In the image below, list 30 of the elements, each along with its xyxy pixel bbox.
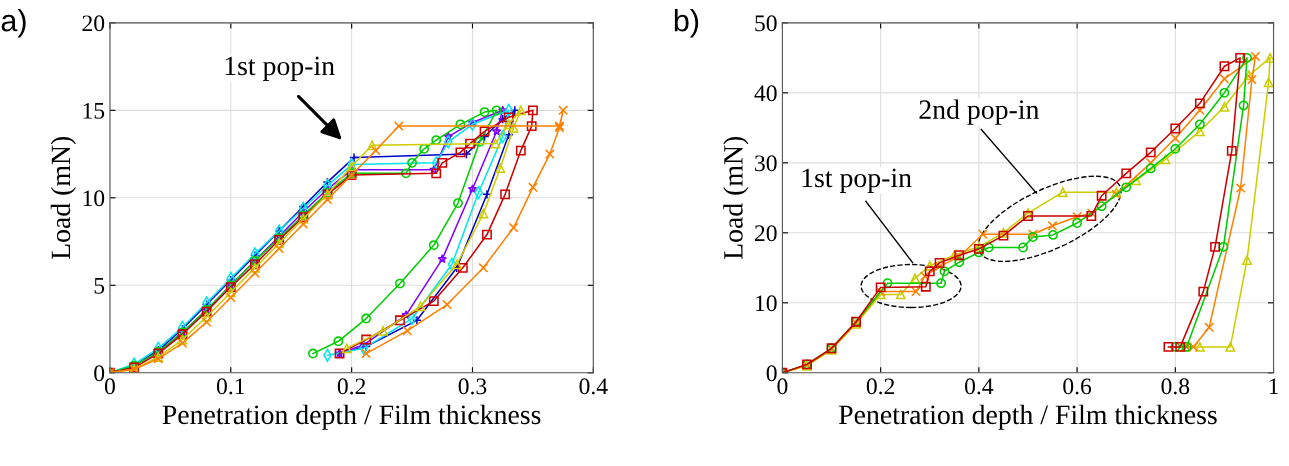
y-axis-title: Load (mN) — [723, 136, 749, 260]
chart-title: b) — [674, 9, 699, 38]
x-tick-label: 0.2 — [337, 378, 366, 395]
y-tick-label: 20 — [82, 15, 105, 32]
y-tick-label: 0 — [94, 365, 105, 382]
x-tick-label: 0.3 — [458, 378, 487, 395]
x-axis-title: Penetration depth / Film thickness — [838, 404, 1217, 430]
y-tick-label: 5 — [94, 278, 105, 294]
x-tick-label: 0.1 — [216, 378, 245, 395]
y-axis-title: Load (mN) — [50, 136, 76, 260]
y-tick-label: 40 — [754, 85, 777, 102]
y-tick-label: 10 — [756, 295, 777, 312]
y-tick-label: 10 — [83, 190, 105, 207]
y-tick-label: 30 — [755, 155, 777, 172]
y-tick-label: 20 — [754, 225, 777, 242]
x-axis-title: Penetration depth / Film thickness — [162, 404, 541, 430]
x-tick-label: 0.4 — [965, 378, 994, 395]
annotation: 1st pop-in — [802, 168, 912, 193]
annotation: 2nd pop-in — [919, 99, 1040, 125]
y-tick-label: 15 — [83, 102, 105, 119]
x-tick-label: 0 — [777, 378, 788, 395]
x-tick-label: 0.8 — [1161, 378, 1190, 395]
x-tick-label: 0.2 — [866, 378, 895, 395]
x-tick-label: 0.4 — [579, 378, 608, 395]
y-tick-label: 50 — [755, 15, 777, 32]
x-tick-label: 0.6 — [1063, 378, 1092, 395]
chart-title: a) — [1, 9, 26, 38]
y-tick-label: 0 — [766, 365, 777, 382]
x-tick-label: 1 — [1269, 378, 1279, 395]
annotation: 1st pop-in — [225, 56, 335, 81]
